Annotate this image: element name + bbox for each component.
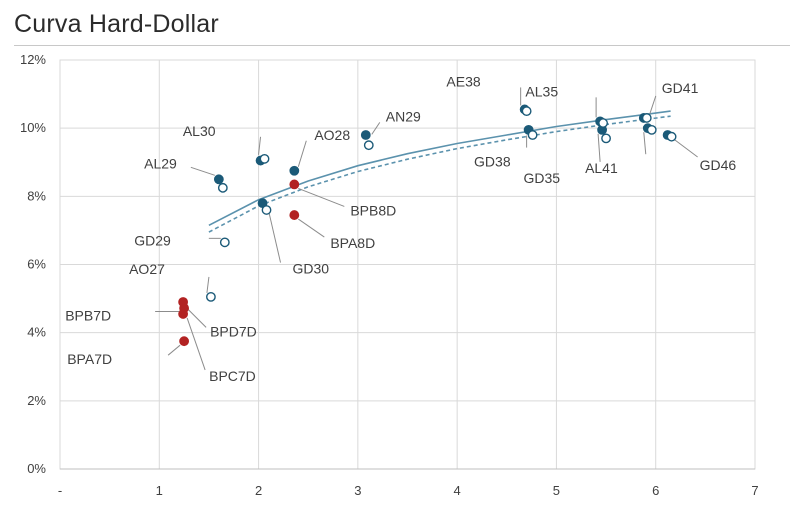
x-tick-label: 6 xyxy=(652,483,659,498)
leader-line xyxy=(643,132,647,155)
point-label: AL35 xyxy=(525,83,558,99)
point-label: GD38 xyxy=(474,154,511,170)
point-labels: AL29 AL30 AO28 AN29 AE38 AL35 GD41 GD38 GD35 AL41… xyxy=(65,73,736,384)
y-tick-label: 2% xyxy=(27,393,46,408)
data-point-red xyxy=(289,179,300,190)
data-point-light xyxy=(601,133,611,144)
axes: 0% 2% 4% 6% 8% 10% 12% - 1 2 3 4 5 6 7 xyxy=(20,52,759,498)
data-point-dark xyxy=(289,165,300,176)
point-label: AO27 xyxy=(129,261,165,277)
y-tick-label: 6% xyxy=(27,257,46,272)
point-label: BPA8D xyxy=(330,235,375,251)
point-label: BPB7D xyxy=(65,308,111,324)
data-point-light xyxy=(363,140,374,151)
leader-line xyxy=(268,210,282,263)
x-tick-label: 7 xyxy=(751,483,758,498)
leader-line xyxy=(371,122,381,135)
x-tick-label: 2 xyxy=(255,483,262,498)
leader-line xyxy=(186,317,206,371)
leader-line xyxy=(206,276,210,293)
data-point-light xyxy=(219,237,230,248)
data-point-light xyxy=(527,130,538,140)
leader-line xyxy=(298,218,325,238)
point-label: BPB8D xyxy=(350,202,396,218)
point-label: GD29 xyxy=(134,232,171,248)
data-point-light xyxy=(206,291,216,302)
point-label: AN29 xyxy=(386,108,421,124)
x-tick-label: 1 xyxy=(156,483,163,498)
leader-line xyxy=(167,344,181,356)
chart-title: Curva Hard-Dollar xyxy=(14,10,219,38)
y-tick-label: 10% xyxy=(20,120,46,135)
data-point-light xyxy=(521,106,532,117)
point-label: AE38 xyxy=(446,73,480,89)
x-tick-label: 5 xyxy=(553,483,560,498)
point-label: AO28 xyxy=(314,127,350,143)
title-divider xyxy=(14,45,790,46)
y-tick-label: 4% xyxy=(27,325,46,340)
y-tick-label: 0% xyxy=(27,461,46,476)
point-label: AL41 xyxy=(585,160,618,176)
data-point-light xyxy=(646,124,657,135)
point-label: BPD7D xyxy=(210,323,257,339)
leader-line xyxy=(190,166,216,176)
data-point-dark xyxy=(213,174,224,185)
trendline xyxy=(208,110,671,227)
leader-line xyxy=(649,95,657,115)
data-point-light xyxy=(666,131,677,142)
x-tick-label: 4 xyxy=(454,483,461,498)
data-point-red xyxy=(178,309,189,319)
point-label: GD41 xyxy=(662,80,699,96)
point-label: BPA7D xyxy=(67,351,112,367)
data-point-red xyxy=(289,210,300,220)
data-point-light xyxy=(261,205,272,215)
data-point-light xyxy=(598,118,608,128)
trendlines xyxy=(208,110,671,233)
data-points xyxy=(178,104,677,347)
y-tick-label: 12% xyxy=(20,52,46,67)
leader-line xyxy=(258,136,262,155)
data-point-light xyxy=(217,182,228,193)
point-label: GD30 xyxy=(293,261,330,277)
label-leader-lines xyxy=(155,87,698,371)
leader-line xyxy=(187,309,207,328)
leader-line xyxy=(673,138,698,158)
leader-line xyxy=(297,140,307,167)
x-tick-label: - xyxy=(58,483,62,498)
y-tick-label: 8% xyxy=(27,188,46,203)
x-tick-label: 3 xyxy=(354,483,361,498)
data-point-light xyxy=(259,153,270,164)
leader-line xyxy=(597,133,601,162)
data-point-light xyxy=(641,113,652,123)
point-label: AL29 xyxy=(144,155,177,171)
point-label: BPC7D xyxy=(209,368,256,384)
point-label: GD46 xyxy=(700,157,737,173)
data-point-red xyxy=(179,336,190,347)
data-point-dark xyxy=(360,130,371,140)
point-label: GD35 xyxy=(524,170,561,186)
point-label: AL30 xyxy=(183,123,216,139)
leader-line xyxy=(298,187,345,207)
